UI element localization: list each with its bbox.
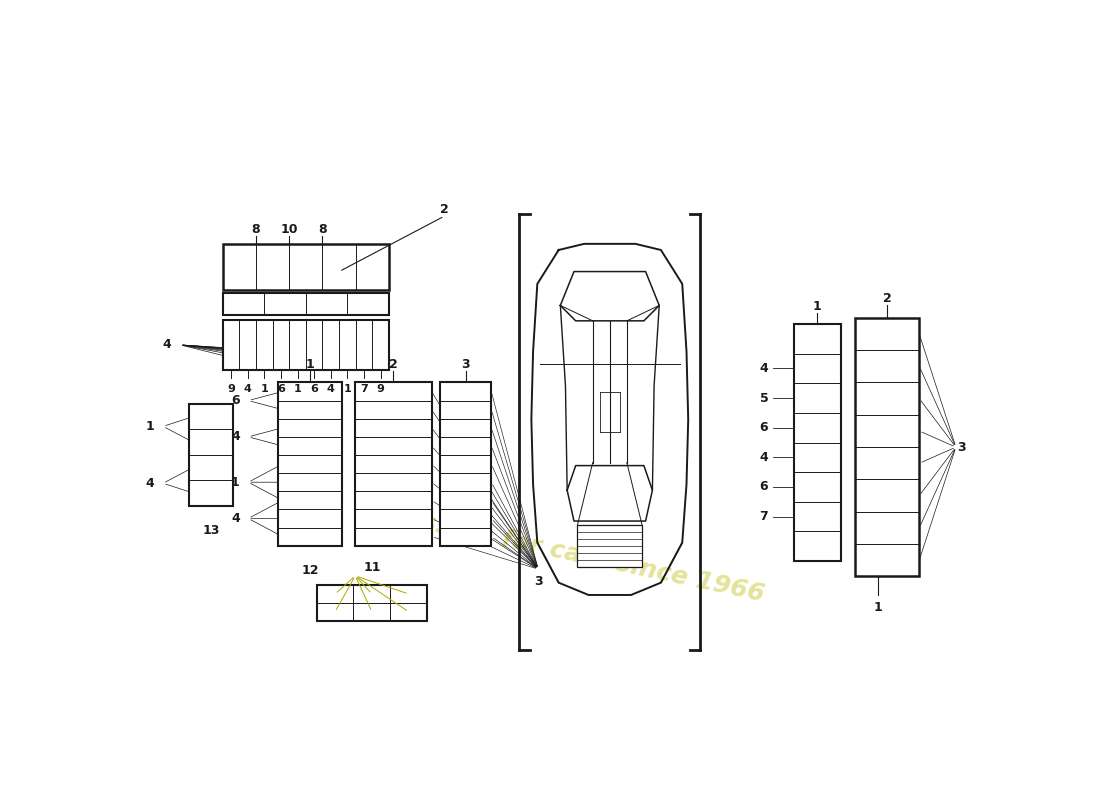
Text: 1: 1: [813, 300, 822, 313]
Bar: [355, 382, 431, 546]
Text: 6: 6: [231, 394, 240, 407]
Bar: [278, 382, 342, 546]
Text: 6: 6: [277, 384, 285, 394]
Bar: [856, 318, 920, 577]
Bar: [578, 526, 642, 567]
Text: 3: 3: [461, 358, 470, 371]
Text: 1: 1: [294, 384, 301, 394]
Text: 1: 1: [231, 476, 240, 489]
Text: 6: 6: [760, 481, 768, 494]
Text: 10: 10: [280, 223, 298, 237]
Text: 4: 4: [163, 338, 172, 351]
Bar: [222, 320, 389, 370]
Bar: [189, 404, 233, 506]
Text: 2: 2: [389, 358, 397, 371]
Text: 5: 5: [760, 391, 768, 405]
Text: 3: 3: [534, 575, 542, 588]
Text: 3: 3: [958, 441, 966, 454]
Text: 1: 1: [873, 601, 882, 614]
Bar: [317, 585, 427, 621]
Text: 4: 4: [244, 384, 252, 394]
Text: 4: 4: [327, 384, 334, 394]
Text: a passion for cars since 1966: a passion for cars since 1966: [361, 498, 767, 606]
Text: 4: 4: [146, 477, 154, 490]
Bar: [222, 293, 389, 314]
Text: 6: 6: [760, 421, 768, 434]
Text: 7: 7: [760, 510, 768, 523]
Text: 4: 4: [760, 362, 768, 375]
Text: 11: 11: [363, 561, 381, 574]
Text: 8: 8: [252, 223, 261, 237]
Text: 6: 6: [310, 384, 318, 394]
Text: 8: 8: [318, 223, 327, 237]
Text: 4: 4: [231, 430, 240, 443]
Text: 4: 4: [760, 451, 768, 464]
Text: 7: 7: [360, 384, 367, 394]
Text: 9: 9: [376, 384, 385, 394]
Text: 13: 13: [202, 524, 220, 537]
Bar: [222, 244, 389, 290]
Text: 9: 9: [227, 384, 235, 394]
Text: 1: 1: [146, 420, 154, 433]
Bar: [794, 324, 840, 561]
Text: 1: 1: [261, 384, 268, 394]
Text: 1: 1: [306, 358, 315, 371]
Text: 1: 1: [343, 384, 351, 394]
Text: 2: 2: [440, 203, 449, 216]
Text: 12: 12: [301, 564, 319, 577]
Text: 4: 4: [231, 512, 240, 525]
Text: 2: 2: [883, 293, 892, 306]
Bar: [440, 382, 492, 546]
